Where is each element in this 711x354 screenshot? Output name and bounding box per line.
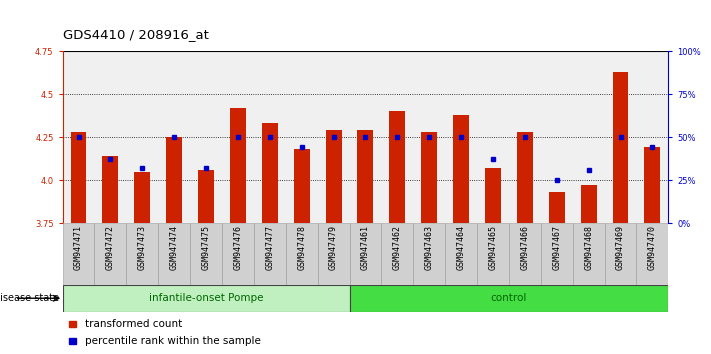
Bar <box>549 192 565 223</box>
Bar <box>190 223 222 285</box>
Text: GSM947473: GSM947473 <box>138 225 146 270</box>
Bar <box>286 223 318 285</box>
Bar <box>262 124 278 223</box>
Bar <box>230 108 246 223</box>
Bar <box>445 223 477 285</box>
Text: GSM947476: GSM947476 <box>233 225 242 270</box>
Bar <box>166 137 182 223</box>
Bar <box>222 223 254 285</box>
Text: disease state: disease state <box>0 293 59 303</box>
Bar <box>134 172 150 223</box>
Bar <box>69 338 76 344</box>
Text: control: control <box>491 293 527 303</box>
Bar <box>70 132 87 223</box>
Text: GSM947472: GSM947472 <box>106 225 115 270</box>
Text: GSM947468: GSM947468 <box>584 225 593 270</box>
Text: GSM947470: GSM947470 <box>648 225 657 270</box>
Bar <box>644 148 661 223</box>
Bar <box>541 223 572 285</box>
Bar <box>127 223 159 285</box>
Bar <box>294 149 310 223</box>
Bar <box>485 168 501 223</box>
Bar <box>95 223 127 285</box>
Bar <box>581 185 597 223</box>
Text: GSM947467: GSM947467 <box>552 225 561 270</box>
Text: GSM947462: GSM947462 <box>393 225 402 270</box>
Text: GSM947477: GSM947477 <box>265 225 274 270</box>
Bar <box>318 223 350 285</box>
Text: GSM947474: GSM947474 <box>170 225 178 270</box>
Text: GSM947479: GSM947479 <box>329 225 338 270</box>
Bar <box>198 170 214 223</box>
Text: infantile-onset Pompe: infantile-onset Pompe <box>149 293 263 303</box>
Bar <box>381 223 413 285</box>
Bar <box>517 132 533 223</box>
Text: GDS4410 / 208916_at: GDS4410 / 208916_at <box>63 28 208 41</box>
Text: percentile rank within the sample: percentile rank within the sample <box>85 336 261 346</box>
Bar <box>326 130 341 223</box>
Bar <box>63 223 95 285</box>
Text: GSM947465: GSM947465 <box>488 225 498 270</box>
Bar <box>350 285 668 312</box>
Bar <box>358 130 373 223</box>
Bar <box>413 223 445 285</box>
Text: GSM947461: GSM947461 <box>361 225 370 270</box>
Bar <box>254 223 286 285</box>
Text: GSM947469: GSM947469 <box>616 225 625 270</box>
Bar <box>350 223 381 285</box>
Text: transformed count: transformed count <box>85 319 183 329</box>
Text: GSM947475: GSM947475 <box>201 225 210 270</box>
Bar <box>477 223 509 285</box>
Text: GSM947464: GSM947464 <box>456 225 466 270</box>
Bar <box>69 321 76 327</box>
Bar <box>604 223 636 285</box>
Bar <box>421 132 437 223</box>
Text: GSM947463: GSM947463 <box>424 225 434 270</box>
Text: GSM947471: GSM947471 <box>74 225 83 270</box>
Text: GSM947478: GSM947478 <box>297 225 306 270</box>
Bar <box>636 223 668 285</box>
Bar <box>613 72 629 223</box>
Bar <box>572 223 604 285</box>
Bar <box>509 223 541 285</box>
Bar <box>453 115 469 223</box>
Bar <box>102 156 118 223</box>
Text: GSM947466: GSM947466 <box>520 225 530 270</box>
Bar <box>390 112 405 223</box>
Bar <box>63 285 350 312</box>
Bar <box>159 223 190 285</box>
